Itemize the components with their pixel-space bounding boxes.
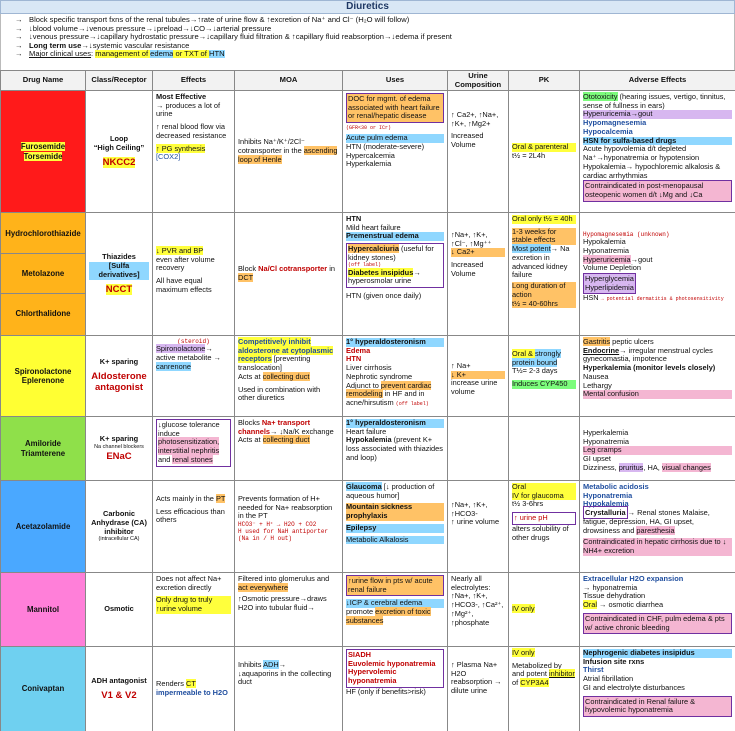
intro-line: → ↓blood volume→↓venous pressure→↓preload… [15,24,272,33]
adverse-cell: Hypomagnesemia (unknown) Hypokalemia Hyp… [579,212,735,336]
intro-line: → Block specific transport fxns of the re… [15,16,410,24]
uses-cell: 1° hyperaldosteronism Heart failure Hypo… [342,416,448,481]
urine-cell: Nearly all electrolytes: ↑Na+, ↑K+, ↑HCO… [447,572,509,647]
table-row-spironolactone: Spironolactone Eplerenone K+ sparing Ald… [0,335,735,417]
uses-cell: 1° hyperaldosteronism Edema HTN Liver ci… [342,335,448,417]
intro-line: → Major clinical uses: management of edem… [15,50,225,59]
drug-name-cell: Amiloride Triamterene [0,416,86,481]
table-row-conivaptan: Conivaptan ADH antagonist V1 & V2 Render… [0,646,735,731]
moa-cell: Competitively inhibit aldosterone at cyt… [234,335,343,417]
class-cell: K+ sparing Aldosterone antagonist [85,335,153,417]
drug-name-cell: Hydrochlorothiazide Metolazone Chlorthal… [0,212,86,336]
diuretics-table: Drug Name Class/Receptor Effects MOA Use… [0,70,735,731]
adverse-cell: Ototoxicity (hearing issues, vertigo, ti… [579,90,735,213]
header-moa: MOA [234,70,343,91]
effects-cell: ↓glucose tolerance induce photosensitiza… [152,416,235,481]
class-cell: Loop “High Ceiling” NKCC2 [85,90,153,213]
moa-cell: Inhibits ADH→ ↓aquaporins in the collect… [234,646,343,731]
effects-cell: Does not affect Na+ excretion directly O… [152,572,235,647]
effects-cell: Renders CT impermeable to H2O [152,646,235,731]
table-row-acetazolamide: Acetazolamide Carbonic Anhydrase (CA) in… [0,480,735,573]
class-cell: Thiazides [Sulfa derivatives] NCCT [85,212,153,336]
table-row-thiazide: Hydrochlorothiazide Metolazone Chlorthal… [0,212,735,336]
header-urine: Urine Composition [447,70,509,91]
table-row-mannitol: Mannitol Osmotic Does not affect Na+ exc… [0,572,735,647]
header-class: Class/Receptor [85,70,153,91]
pk-cell: Oral IV for glaucoma t½ 3-6hrs ↑ urine p… [508,480,580,573]
pk-cell: Oral & strongly protein bound T½= 2-3 da… [508,335,580,417]
header-adverse: Adverse Effects [579,70,735,91]
pk-cell: IV only [508,572,580,647]
effects-cell: Most Effective → produces a lot of urine… [152,90,235,213]
intro-line: → ↓venous pressure→↓capillary hydrostatic… [15,33,452,42]
pk-cell: Oral & parenteral t½ = 2L4h [508,90,580,213]
adverse-cell: Hyperkalemia Hyponatremia Leg cramps GI … [579,416,735,481]
uses-cell: ↑urine flow in pts w/ acute renal failur… [342,572,448,647]
drug-name-cell: Mannitol [0,572,86,647]
urine-cell: ↑ Ca2+, ↑Na+, ↑K+, ↑Mg2+ Increased Volum… [447,90,509,213]
moa-cell: Prevents formation of H+ needed for Na+ … [234,480,343,573]
class-cell: Carbonic Anhydrase (CA) inhibitor (intra… [85,480,153,573]
urine-cell [447,416,509,481]
effects-cell: ↓ PVR and BP even after volume recovery … [152,212,235,336]
uses-cell: DOC for mgmt. of edema associated with h… [342,90,448,213]
intro-notes: → Block specific transport fxns of the re… [0,14,735,70]
header-effects: Effects [152,70,235,91]
effects-cell: Acts mainly in the PT Less efficacious t… [152,480,235,573]
intro-line: → Long term use→↓systemic vascular resist… [15,41,190,50]
effects-cell: (steroid) Spironolactone→ active metabol… [152,335,235,417]
adverse-cell: Extracellular H2O expansion → hyponatrem… [579,572,735,647]
pk-cell [508,416,580,481]
moa-cell: Filtered into glomerulus and act everywh… [234,572,343,647]
adverse-cell: Nephrogenic diabetes insipidus Infusion … [579,646,735,731]
class-cell: ADH antagonist V1 & V2 [85,646,153,731]
uses-cell: HTN Mild heart failure Premenstrual edem… [342,212,448,336]
moa-cell: Block Na/Cl cotransporter in DCT [234,212,343,336]
header-pk: PK [508,70,580,91]
table-row-loop: Furosemide Torsemide Loop “High Ceiling”… [0,90,735,213]
pk-cell: IV only Metabolized by and potent inhibi… [508,646,580,731]
moa-cell: Inhibits Na⁺/K⁺/2Cl⁻ cotransporter in th… [234,90,343,213]
urine-cell: ↑ Plasma Na+ H2O reabsorption → dilute u… [447,646,509,731]
drug-name-cell: Acetazolamide [0,480,86,573]
uses-cell: Glaucoma [↓ production of aqueous humor]… [342,480,448,573]
adverse-cell: Gastritis peptic ulcers Endocrine→ irreg… [579,335,735,417]
urine-cell: ↑Na+, ↑K+, ↑Cl⁻, ↑Mg⁺⁺ ↓ Ca2+ Increased … [447,212,509,336]
drug-name-cell: Spironolactone Eplerenone [0,335,86,417]
class-cell: K+ sparing Na channel blockers ENaC [85,416,153,481]
header-uses: Uses [342,70,448,91]
page-title: Diuretics [0,0,735,14]
header-drug-name: Drug Name [0,70,86,91]
pk-cell: Oral only t½ = 40h 1-3 weeks for stable … [508,212,580,336]
drug-name-cell: Conivaptan [0,646,86,731]
table-header-row: Drug Name Class/Receptor Effects MOA Use… [0,70,735,91]
drug-name-cell: Furosemide Torsemide [0,90,86,213]
adverse-cell: Metabolic acidosis Hyponatremia Hypokale… [579,480,735,573]
urine-cell: ↑Na+, ↑K+, ↑HCO3- ↑ urine volume [447,480,509,573]
moa-cell: Blocks Na+ transport channels→ ↓Na/K exc… [234,416,343,481]
urine-cell: ↑ Na+ ↓ K+ increase urine volume [447,335,509,417]
class-cell: Osmotic [85,572,153,647]
uses-cell: SIADH Euvolemic hyponatremia Hypervolemi… [342,646,448,731]
table-row-amiloride: Amiloride Triamterene K+ sparing Na chan… [0,416,735,481]
